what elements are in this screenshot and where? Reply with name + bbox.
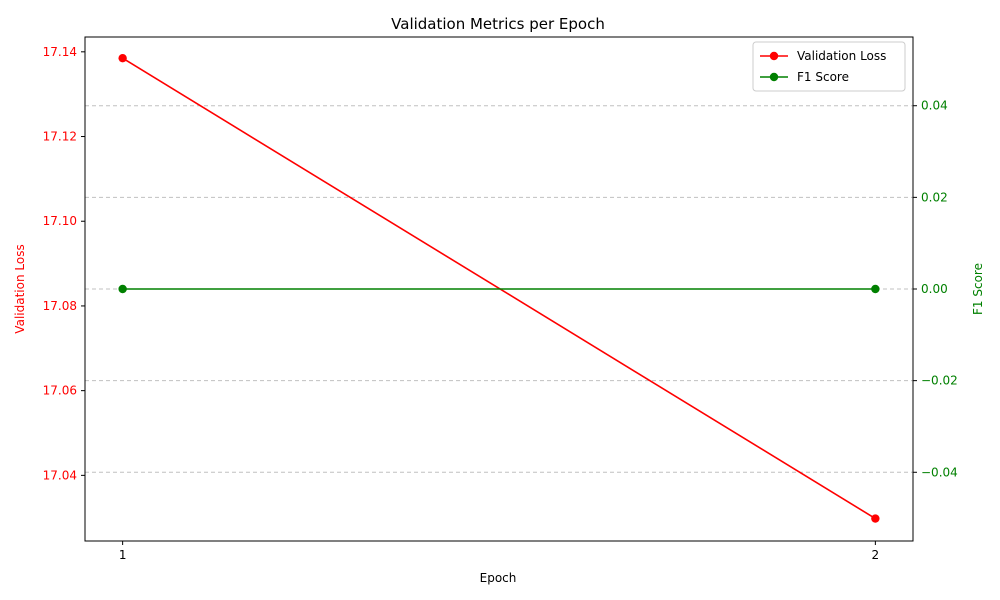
legend: Validation Loss F1 Score	[752, 41, 906, 92]
legend-box	[752, 41, 906, 92]
x-tick-label: 1	[119, 548, 127, 562]
x-axis-label: Epoch	[480, 571, 517, 585]
axes-layer: 1 2 17.04 17.06 17.08 17.10 17.12 17.14 −0.04 −0.…	[43, 45, 958, 562]
left-y-tick-label: 17.04	[43, 468, 77, 482]
right-y-tick-label: −0.04	[921, 465, 958, 479]
validation-loss-point	[118, 53, 127, 63]
right-y-tick-label: 0.00	[921, 282, 948, 296]
right-axis-label: F1 Score	[971, 263, 985, 315]
legend-validation-loss-marker	[769, 51, 779, 61]
legend-f1-score-marker	[769, 72, 779, 82]
right-y-tick-label: 0.02	[921, 190, 948, 204]
chart-title: Validation Metrics per Epoch	[391, 15, 605, 33]
f1-score-point	[871, 284, 880, 294]
legend-f1-score-label: F1 Score	[797, 70, 849, 84]
right-y-tick-label: −0.02	[921, 374, 958, 388]
left-y-tick-label: 17.14	[43, 45, 77, 59]
left-y-tick-label: 17.10	[43, 214, 77, 228]
validation-loss-point	[871, 514, 880, 523]
f1-score-point	[118, 284, 127, 294]
x-tick-label: 2	[872, 548, 880, 562]
legend-validation-loss-label: Validation Loss	[797, 49, 886, 63]
series-layer	[118, 53, 880, 523]
right-y-tick-label: 0.04	[921, 99, 948, 113]
left-y-tick-label: 17.12	[43, 130, 77, 144]
left-y-tick-label: 17.08	[43, 299, 77, 313]
left-y-tick-label: 17.06	[43, 384, 77, 398]
left-axis-label: Validation Loss	[13, 244, 27, 333]
